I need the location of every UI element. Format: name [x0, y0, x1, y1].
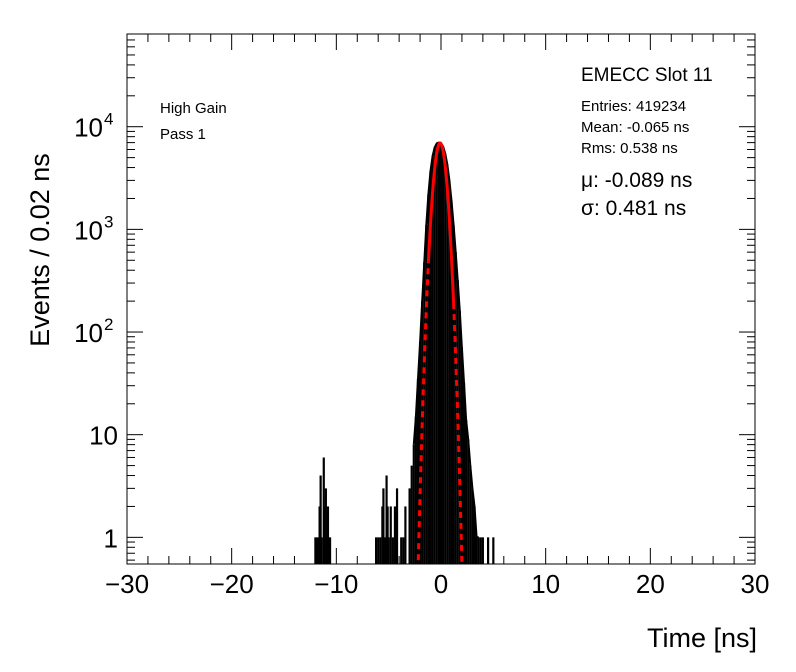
annotation-pass: Pass 1: [160, 126, 206, 143]
y-tick-label-exponent: 2: [104, 315, 113, 334]
y-tick-label: 10: [74, 113, 103, 143]
x-axis-title: Time [ns]: [647, 623, 757, 653]
y-tick-label: 10: [74, 215, 103, 245]
x-tick-label: −30: [105, 569, 149, 599]
gaussian-fit-series: [416, 141, 464, 564]
x-tick-label: 30: [741, 569, 770, 599]
x-tick-labels: −30 −20 −10 0 10 20 30: [105, 569, 770, 599]
x-tick-label: 20: [636, 569, 665, 599]
y-tick-label: 10: [89, 421, 118, 451]
annotation-mu: μ: -0.089 ns: [581, 169, 692, 192]
y-tick-label: 10: [74, 318, 103, 348]
x-tick-label: −20: [210, 569, 254, 599]
histogram-outline: [412, 141, 479, 539]
x-tick-label: 10: [531, 569, 560, 599]
annotation-mean: Mean: -0.065 ns: [581, 119, 689, 136]
annotation-header: EMECC Slot 11: [581, 65, 713, 86]
annotation-gain: High Gain: [160, 100, 227, 117]
y-tick-label: 1: [104, 523, 118, 553]
annotation-sigma: σ: 0.481 ns: [581, 197, 686, 220]
annotation-rms: Rms: 0.538 ns: [581, 140, 678, 157]
annotation-entries: Entries: 419234: [581, 98, 686, 115]
y-tick-label-exponent: 4: [104, 110, 113, 129]
histogram-series: [314, 141, 495, 564]
fit-extrapolation-right: [452, 302, 464, 564]
x-tick-label: 0: [434, 569, 448, 599]
y-tick-label-exponent: 3: [104, 212, 113, 231]
axis-ticks: [126, 33, 756, 564]
y-axis-title: Events / 0.02 ns: [25, 153, 55, 347]
x-tick-label: −10: [314, 569, 358, 599]
fit-curve: [426, 141, 456, 304]
